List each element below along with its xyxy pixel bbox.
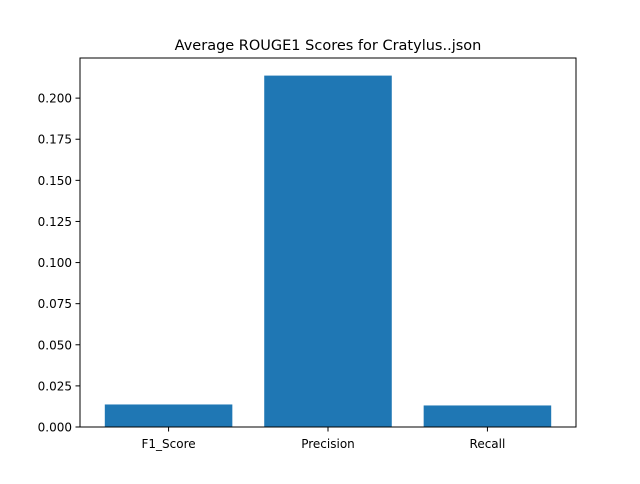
- y-tick-label: 0.200: [38, 92, 72, 106]
- x-tick-label: Recall: [470, 437, 506, 451]
- x-tick-label: F1_Score: [141, 437, 195, 451]
- y-tick-label: 0.000: [38, 421, 72, 435]
- y-tick-label: 0.175: [38, 133, 72, 147]
- chart-title: Average ROUGE1 Scores for Cratylus..json: [175, 38, 482, 54]
- plot-frame: [79, 57, 577, 428]
- x-axis: F1_Score Precision Recall: [141, 427, 505, 451]
- y-tick-label: 0.050: [38, 338, 72, 352]
- bar-f1-score: [104, 404, 233, 427]
- bar-recall: [423, 405, 552, 427]
- y-tick-label: 0.125: [38, 215, 72, 229]
- bars-layer: [104, 75, 552, 428]
- y-tick-label: 0.150: [38, 174, 72, 188]
- y-tick-label: 0.025: [38, 379, 72, 393]
- y-tick-label: 0.075: [38, 297, 72, 311]
- y-axis: 0.000 0.025 0.050 0.075 0.100 0.125 0.150 0.175…: [38, 92, 80, 435]
- y-tick-label: 0.100: [38, 256, 72, 270]
- x-tick-label: Precision: [301, 437, 355, 451]
- bar-precision: [264, 75, 392, 428]
